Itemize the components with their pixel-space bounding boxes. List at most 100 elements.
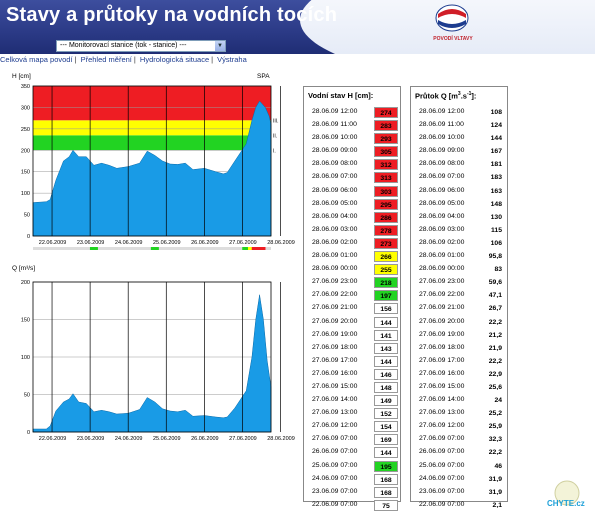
table-row: 24.06.09 07:00 168: [304, 473, 400, 486]
row-value: 293: [374, 133, 398, 145]
row-value: 197: [374, 290, 398, 302]
row-date: 27.06.09 20:00: [312, 317, 358, 325]
row-date: 27.06.09 12:00: [419, 422, 465, 430]
table-row: 27.06.09 13:00 25,2: [411, 407, 507, 420]
table-row: 27.06.09 17:00 22,2: [411, 355, 507, 368]
alert-band-label: I.: [273, 148, 276, 154]
row-date: 27.06.09 22:00: [419, 291, 465, 299]
table-row: 27.06.09 15:00 148: [304, 381, 400, 394]
table-row: 27.06.09 14:00 149: [304, 394, 400, 407]
table-row: 28.06.09 03:00 115: [411, 224, 507, 237]
row-value: 152: [374, 408, 398, 420]
discharge-chart: Q [m³/s] 0 50 100 150 200 22.06.2009 23.06.2009…: [12, 265, 295, 442]
watermark-text: CHYTE.cz: [547, 499, 585, 508]
row-date: 28.06.09 11:00: [312, 121, 357, 129]
row-date: 28.06.09 06:00: [312, 186, 358, 194]
row-date: 28.06.09 09:00: [419, 147, 465, 155]
row-value: 32,3: [488, 436, 502, 444]
row-value: 22,2: [488, 357, 502, 365]
table-row: 28.06.09 01:00 266: [304, 250, 400, 263]
row-value: 31,9: [488, 475, 502, 483]
row-value: 149: [374, 395, 398, 407]
table-row: 28.06.09 01:00 95,8: [411, 250, 507, 263]
row-value: 181: [490, 161, 502, 169]
row-value: 144: [374, 316, 398, 328]
nav-separator: |: [74, 55, 77, 64]
y-tick-label: 250: [21, 127, 30, 133]
row-date: 28.06.09 07:00: [312, 173, 358, 181]
row-date: 27.06.09 20:00: [419, 317, 465, 325]
nav-hydrologicka-situace[interactable]: Hydrologická situace: [139, 55, 210, 64]
table-row: 27.06.09 12:00 25,9: [411, 420, 507, 433]
row-value: 295: [374, 198, 398, 210]
nav-prehled-mereni[interactable]: Přehled měření: [80, 55, 132, 64]
table-row: 27.06.09 14:00 24: [411, 394, 507, 407]
row-date: 27.06.09 23:00: [419, 278, 465, 286]
table-row: 28.06.09 09:00 305: [304, 145, 400, 158]
povodi-vltavy-logo: [435, 4, 469, 32]
row-value: 255: [374, 264, 398, 276]
table-row: 28.06.09 10:00 293: [304, 132, 400, 145]
row-value: 25,6: [488, 383, 502, 391]
chevron-down-icon[interactable]: ▼: [215, 41, 225, 51]
row-value: 167: [490, 148, 502, 156]
row-date: 28.06.09 00:00: [312, 265, 358, 273]
row-date: 27.06.09 16:00: [312, 369, 358, 377]
row-date: 28.06.09 12:00: [312, 108, 358, 115]
table-row: 28.06.09 12:00 274: [304, 106, 400, 119]
table-row: 28.06.09 04:00 130: [411, 211, 507, 224]
nav-celkova-mapa[interactable]: Celková mapa povodí: [0, 55, 73, 64]
row-date: 27.06.09 18:00: [419, 343, 465, 351]
nav-separator: |: [133, 55, 136, 64]
row-value: 148: [490, 200, 502, 208]
table-row: 28.06.09 07:00 313: [304, 171, 400, 184]
row-value: 283: [374, 120, 398, 132]
row-value: 168: [374, 473, 398, 485]
alert-band: [33, 86, 271, 121]
row-value: 75: [374, 499, 398, 511]
row-value: 278: [374, 224, 398, 236]
row-date: 28.06.09 08:00: [312, 160, 358, 168]
station-select[interactable]: --- Monitorovací stanice (tok - stanice)…: [56, 40, 226, 52]
table-row: 23.06.09 07:00 31,9: [411, 486, 507, 499]
row-value: 183: [490, 174, 502, 182]
table-row: 27.06.09 23:00 218: [304, 276, 400, 289]
row-date: 22.06.09 07:00: [419, 500, 465, 508]
nav-separator: |: [211, 55, 214, 64]
table-row: 28.06.09 04:00 286: [304, 211, 400, 224]
table-row: 27.06.09 22:00 47,1: [411, 289, 507, 302]
logo-text: POVODÍ VLTAVY: [433, 36, 473, 42]
row-value: 21,9: [488, 344, 502, 352]
row-date: 26.06.09 07:00: [419, 448, 465, 456]
row-value: 115: [491, 226, 502, 234]
table-row: 27.06.09 15:00 25,6: [411, 381, 507, 394]
plot-border: [32, 281, 272, 433]
table-row: 27.06.09 13:00 152: [304, 407, 400, 420]
row-date: 28.06.09 04:00: [312, 212, 358, 220]
row-date: 27.06.09 22:00: [312, 291, 358, 299]
table-row: 28.06.09 10:00 144: [411, 132, 507, 145]
x-tick-label: 23.06.2009: [77, 436, 105, 442]
table-row: 28.06.09 06:00 163: [411, 185, 507, 198]
row-value: 163: [490, 187, 502, 195]
row-value: 154: [374, 421, 398, 433]
row-date: 27.06.09 15:00: [419, 382, 465, 390]
row-value: 148: [374, 381, 398, 393]
row-value: 305: [374, 146, 398, 158]
water-level-chart: H [cm] SPA I. II. III. 0 50 100 150 200 250 300 350 2…: [12, 73, 295, 250]
table-row: 26.06.09 07:00 22,2: [411, 446, 507, 459]
y-tick-label: 100: [21, 191, 30, 197]
row-value: 195: [374, 460, 398, 472]
row-date: 28.06.09 10:00: [419, 134, 465, 142]
nav-vystraha[interactable]: Výstraha: [217, 55, 247, 64]
table-row: 25.06.09 07:00 46: [411, 460, 507, 473]
row-date: 28.06.09 03:00: [312, 225, 358, 233]
row-value: 218: [374, 277, 398, 289]
row-value: 130: [490, 213, 502, 221]
row-value: 146: [374, 368, 398, 380]
discharge-table: Průtok Q [m3.s-1]: 28.06.09 12:00 108 28.0…: [410, 86, 508, 509]
table-row: 27.06.09 07:00 169: [304, 433, 400, 446]
row-value: 274: [374, 107, 398, 118]
water-level-table: Vodní stav H [cm]: 28.06.09 12:00 274 28.0…: [303, 86, 401, 511]
row-date: 27.06.09 13:00: [419, 409, 465, 417]
